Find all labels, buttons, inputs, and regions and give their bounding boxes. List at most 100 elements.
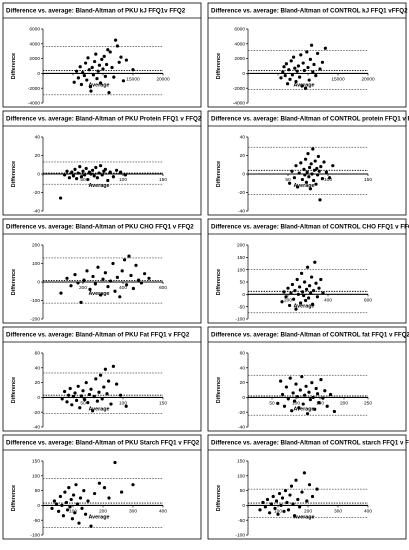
data-point — [328, 176, 332, 180]
panel-frame — [207, 110, 407, 216]
data-point — [127, 254, 131, 258]
y-tick-label: 0 — [242, 503, 245, 509]
data-point — [301, 402, 305, 406]
data-point — [86, 177, 90, 182]
y-tick-label: -2000 — [28, 86, 41, 92]
data-point — [87, 68, 91, 72]
data-point — [307, 78, 311, 82]
data-point — [294, 164, 298, 168]
data-point — [299, 53, 303, 57]
x-tick-label: 50 — [269, 400, 275, 406]
data-point — [305, 287, 309, 291]
bland-altman-panel: Difference vs. average: Bland-Altman of … — [207, 110, 409, 216]
data-point — [63, 173, 67, 177]
data-point — [312, 168, 316, 172]
y-tick-label: 0 — [37, 280, 40, 286]
data-point — [68, 505, 72, 509]
y-tick-label: 200 — [32, 243, 40, 249]
data-point — [119, 170, 123, 174]
data-point — [73, 167, 77, 171]
data-point — [323, 46, 327, 50]
data-point — [115, 275, 119, 279]
data-point — [119, 55, 123, 59]
data-point — [111, 364, 115, 368]
x-tick-label: 100 — [274, 508, 282, 514]
data-point — [88, 287, 92, 291]
x-tick-label: 200 — [340, 400, 348, 406]
data-point — [89, 387, 93, 391]
y-tick-label: 0 — [242, 71, 245, 77]
y-axis-label: Difference — [11, 269, 17, 295]
data-point — [286, 286, 290, 290]
y-tick-label: 0 — [242, 172, 245, 178]
y-tick-label: 60 — [240, 351, 246, 357]
y-tick-label: 100 — [237, 473, 245, 479]
x-tick-label: 100 — [119, 177, 127, 183]
x-tick-label: 600 — [159, 285, 167, 291]
data-point — [50, 506, 54, 510]
data-point — [282, 404, 287, 408]
x-axis-label: Average — [88, 406, 109, 412]
data-point — [285, 500, 289, 505]
data-point — [120, 490, 124, 494]
data-point — [286, 82, 290, 86]
chart-title: Difference vs. average: Bland-Altman of … — [211, 116, 409, 123]
data-point — [288, 303, 292, 308]
y-tick-label: 6000 — [29, 27, 40, 33]
data-point — [73, 273, 77, 277]
data-point — [121, 79, 125, 83]
data-point — [79, 394, 83, 398]
bland-altman-panel: Difference vs. average: Bland-Altman of … — [207, 218, 409, 324]
x-tick-label: 50 — [80, 400, 86, 406]
y-tick-label: 150 — [32, 459, 40, 465]
data-point — [300, 177, 304, 182]
data-point — [303, 393, 307, 397]
data-point — [288, 181, 292, 185]
data-point — [63, 389, 67, 394]
data-point — [93, 491, 97, 496]
chart-title: Difference vs. average: Bland-Altman of … — [6, 440, 200, 447]
x-tick-label: 200 — [304, 508, 312, 514]
y-tick-label: 20 — [35, 153, 41, 159]
data-point — [84, 512, 88, 516]
x-tick-label: 100 — [324, 177, 332, 183]
y-tick-label: 100 — [32, 261, 40, 267]
y-tick-label: 0 — [37, 503, 40, 509]
data-point — [65, 169, 69, 173]
data-point — [321, 396, 325, 400]
data-point — [107, 496, 111, 500]
data-point — [94, 165, 98, 170]
data-point — [298, 505, 302, 509]
data-point — [78, 65, 82, 69]
data-point — [302, 167, 306, 171]
chart-title: Difference vs. average: Bland-Altman of … — [211, 224, 409, 231]
bland-altman-panel: Difference vs. average: Bland-Altman of … — [2, 2, 202, 108]
data-point — [276, 401, 280, 405]
data-point — [290, 169, 294, 173]
y-tick-label: 50 — [240, 488, 246, 494]
data-point — [283, 489, 288, 493]
data-point — [294, 307, 298, 311]
data-point — [103, 167, 107, 171]
x-tick-label: 150 — [159, 400, 167, 406]
x-tick-label: 150 — [364, 177, 372, 183]
y-axis-label: Difference — [11, 377, 17, 403]
data-point — [300, 84, 304, 88]
x-axis-label: Average — [293, 82, 314, 88]
x-tick-label: 50 — [285, 177, 291, 183]
data-point — [331, 164, 335, 168]
y-tick-label: 0 — [37, 172, 40, 178]
data-point — [299, 161, 303, 165]
data-point — [322, 160, 326, 164]
data-point — [306, 152, 310, 156]
chart-title: Difference vs. average: Bland-Altman of … — [6, 332, 190, 339]
data-point — [99, 164, 103, 168]
data-point — [95, 76, 99, 81]
data-point — [315, 166, 319, 171]
data-point — [297, 406, 301, 410]
data-point — [282, 290, 286, 294]
data-point — [279, 76, 283, 80]
data-point — [319, 378, 323, 382]
data-point — [84, 166, 88, 171]
